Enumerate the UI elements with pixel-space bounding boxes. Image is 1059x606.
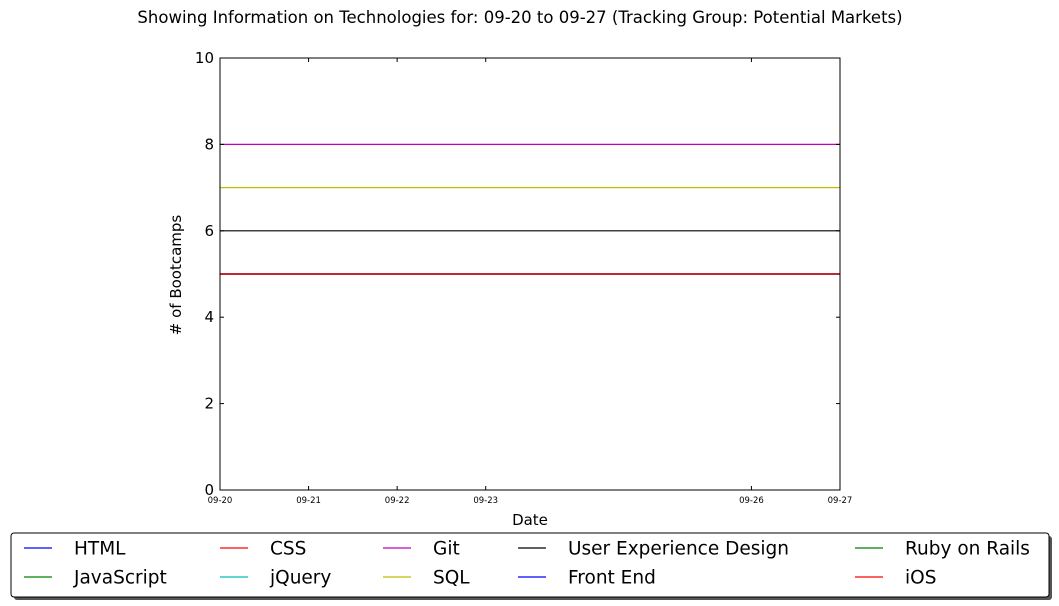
- legend-label-3: jQuery: [269, 568, 331, 589]
- series-layer: [220, 143, 840, 275]
- legend-frame: [10, 532, 1050, 598]
- legend-label-5: SQL: [433, 568, 470, 589]
- x-tick-label-5: 09-27: [828, 496, 853, 506]
- legend-label-4: Git: [433, 539, 460, 560]
- plot-area-frame: [219, 57, 841, 491]
- y-axis-label: # of Bootcamps: [167, 215, 185, 336]
- x-tick-label-1: 09-21: [296, 496, 321, 506]
- y-tick-label-5: 10: [195, 49, 214, 67]
- x-tick-label-0: 09-20: [208, 496, 233, 506]
- y-tick-label-2: 4: [204, 308, 214, 326]
- y-tick-label-3: 6: [204, 222, 214, 240]
- legend: HTML JavaScript CSS jQuery Git SQL User Experi…: [10, 532, 1052, 600]
- x-tick-label-2: 09-22: [385, 496, 410, 506]
- x-axis-label: Date: [512, 511, 548, 529]
- y-tick-label-0: 0: [204, 481, 214, 499]
- legend-label-0: HTML: [74, 539, 126, 560]
- legend-label-7: Front End: [568, 568, 656, 589]
- legend-label-6: User Experience Design: [568, 539, 789, 560]
- legend-label-8: Ruby on Rails: [905, 539, 1030, 560]
- legend-label-1: JavaScript: [73, 568, 167, 589]
- legend-label-2: CSS: [270, 539, 306, 560]
- chart-title: Showing Information on Technologies for:…: [137, 8, 902, 27]
- x-tick-label-4: 09-26: [739, 496, 764, 506]
- y-tick-label-4: 8: [204, 135, 214, 153]
- legend-label-9: iOS: [905, 568, 936, 589]
- ticks-layer: 0 2 4 6 8 10 09-20 09-21 09-22 09-23 09-26 09-27: [195, 49, 852, 506]
- x-tick-label-3: 09-23: [473, 496, 498, 506]
- y-tick-label-1: 2: [204, 395, 214, 413]
